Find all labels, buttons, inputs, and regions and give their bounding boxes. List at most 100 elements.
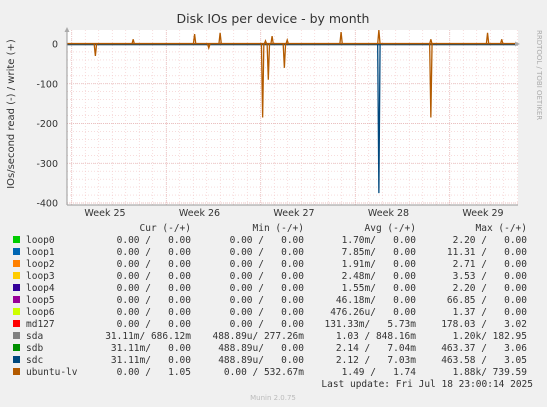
legend-name: loop3 xyxy=(26,271,55,282)
legend-max: 178.03 / 3.02 xyxy=(441,319,527,330)
x-tick-label: Week 25 xyxy=(84,208,125,219)
legend-avg: 1.55m/ 0.00 xyxy=(342,283,417,294)
legend-swatch xyxy=(13,320,20,327)
legend-cur: 31.11m/ 686.12m xyxy=(105,331,191,342)
legend-max: 463.58 / 3.05 xyxy=(441,355,527,366)
legend-cur: 31.11m/ 0.00 xyxy=(111,355,191,366)
legend-name: loop5 xyxy=(26,295,55,306)
legend-row-loop2: loop2 0.00 / 0.00 0.00 / 0.00 1.91m/ 0.00 2.… xyxy=(13,259,527,270)
legend-header-max: Max (-/+) xyxy=(476,223,527,234)
legend-cur: 0.00 / 0.00 xyxy=(117,247,192,258)
legend-max: 1.20k/ 182.95 xyxy=(453,331,527,342)
legend-cur: 0.00 / 1.05 xyxy=(117,367,191,378)
legend-max: 1.88k/ 739.59 xyxy=(453,367,528,378)
series-spike xyxy=(499,39,504,45)
series-spike xyxy=(282,43,287,68)
series-spike xyxy=(377,30,381,45)
legend-cur: 0.00 / 0.00 xyxy=(117,307,192,318)
legend-row-loop0: loop0 0.00 / 0.00 0.00 / 0.00 1.70m/ 0.00 2.… xyxy=(13,235,527,246)
legend-min: 0.00 / 0.00 xyxy=(230,295,305,306)
legend-name: ubuntu-lv xyxy=(26,367,78,378)
legend-cur: 0.00 / 0.00 xyxy=(117,295,192,306)
legend-avg: 476.26u/ 0.00 xyxy=(330,307,416,318)
chart-title: Disk IOs per device - by month xyxy=(177,11,370,26)
legend-swatch xyxy=(13,260,20,267)
legend-min: 0.00 / 0.00 xyxy=(230,307,305,318)
legend-row-ubuntu-lv: ubuntu-lv 0.00 / 1.05 0.00 / 532.67m 1.49 /… xyxy=(13,367,527,378)
series-spike xyxy=(429,43,433,118)
series-spike xyxy=(377,43,381,194)
legend-row-loop6: loop6 0.00 / 0.00 0.00 / 0.00 476.26u/ 0.00… xyxy=(13,307,527,318)
legend-max: 463.37 / 3.06 xyxy=(441,343,527,354)
legend-max: 66.85 / 0.00 xyxy=(447,295,527,306)
y-tick-label: -300 xyxy=(36,159,58,170)
legend-avg: 1.03 / 848.16m xyxy=(336,331,416,342)
series-spike xyxy=(260,43,265,118)
series-spike xyxy=(263,38,268,45)
legend-swatch xyxy=(13,368,20,375)
series-spike xyxy=(206,43,211,51)
legend-avg: 131.33m/ 5.73m xyxy=(324,319,416,330)
legend-max: 11.31 / 0.00 xyxy=(447,247,527,258)
legend-name: md127 xyxy=(26,319,55,330)
x-tick-label: Week 27 xyxy=(273,208,314,219)
series-spike xyxy=(218,32,222,45)
legend-name: sdc xyxy=(26,355,43,366)
legend-min: 488.89u/ 0.00 xyxy=(218,355,304,366)
legend-header-cur: Cur (-/+) xyxy=(140,223,191,234)
legend-min: 0.00 / 0.00 xyxy=(230,319,305,330)
legend-min: 488.89u/ 277.26m xyxy=(212,331,304,342)
legend-row-loop4: loop4 0.00 / 0.00 0.00 / 0.00 1.55m/ 0.00 2.… xyxy=(13,283,527,294)
legend-header-avg: Avg (-/+) xyxy=(365,223,416,234)
legend-cur: 0.00 / 0.00 xyxy=(117,259,192,270)
x-tick-label: Week 29 xyxy=(462,208,503,219)
legend-swatch xyxy=(13,272,20,279)
legend-cur: 31.11m/ 0.00 xyxy=(111,343,191,354)
legend-min: 0.00 / 0.00 xyxy=(230,247,305,258)
x-tick-labels: Week 25 Week 26 Week 27 Week 28 Week 29 xyxy=(84,208,503,219)
legend-min: 488.89u/ 0.00 xyxy=(218,343,304,354)
x-tick-label: Week 26 xyxy=(179,208,220,219)
legend-avg: 46.18m/ 0.00 xyxy=(336,295,416,306)
grid-lines xyxy=(67,30,518,205)
legend-min: 0.00 / 0.00 xyxy=(230,283,305,294)
legend-avg: 7.85m/ 0.00 xyxy=(342,247,417,258)
legend-swatch xyxy=(13,236,20,243)
legend-cur: 0.00 / 0.00 xyxy=(117,319,192,330)
legend-name: loop4 xyxy=(26,283,55,294)
legend-name: sda xyxy=(26,331,43,342)
legend-row-loop5: loop5 0.00 / 0.00 0.00 / 0.00 46.18m/ 0.00 6… xyxy=(13,295,527,306)
legend-name: loop1 xyxy=(26,247,55,258)
series-spike xyxy=(266,43,271,80)
legend-cur: 0.00 / 0.00 xyxy=(117,271,192,282)
legend-max: 2.71 / 0.00 xyxy=(453,259,528,270)
munin-footer: Munin 2.0.75 xyxy=(250,394,296,402)
legend-header-min: Min (-/+) xyxy=(253,223,304,234)
series-spike xyxy=(131,39,136,45)
legend-row-md127: md127 0.00 / 0.00 0.00 / 0.00 131.33m/ 5.73… xyxy=(13,319,527,330)
legend-swatch xyxy=(13,356,20,363)
legend-min: 0.00 / 532.67m xyxy=(224,367,304,378)
legend-avg: 1.49 / 1.74 xyxy=(342,367,417,378)
series-lines xyxy=(67,30,518,194)
legend-swatch xyxy=(13,308,20,315)
series-spike xyxy=(339,32,343,45)
legend-name: loop0 xyxy=(26,235,55,246)
legend-max: 2.20 / 0.00 xyxy=(453,235,528,246)
legend-row-sda: sda 31.11m/ 686.12m 488.89u/ 277.26m 1.03 /… xyxy=(13,331,527,342)
legend-max: 3.53 / 0.00 xyxy=(453,271,528,282)
series-spike xyxy=(192,33,197,45)
legend-avg: 2.12 / 7.03m xyxy=(336,355,416,366)
y-tick-label: -200 xyxy=(36,119,58,130)
x-tick-label: Week 28 xyxy=(368,208,409,219)
legend-avg: 2.48m/ 0.00 xyxy=(342,271,417,282)
y-tick-label: -100 xyxy=(36,79,58,90)
series-spike xyxy=(485,32,490,45)
legend-row-loop3: loop3 0.00 / 0.00 0.00 / 0.00 2.48m/ 0.00 3.… xyxy=(13,271,527,282)
legend-swatch xyxy=(13,344,20,351)
series-spike xyxy=(429,39,433,45)
series-spike xyxy=(285,37,290,45)
plot-area xyxy=(67,30,518,205)
series-spike xyxy=(93,43,98,56)
